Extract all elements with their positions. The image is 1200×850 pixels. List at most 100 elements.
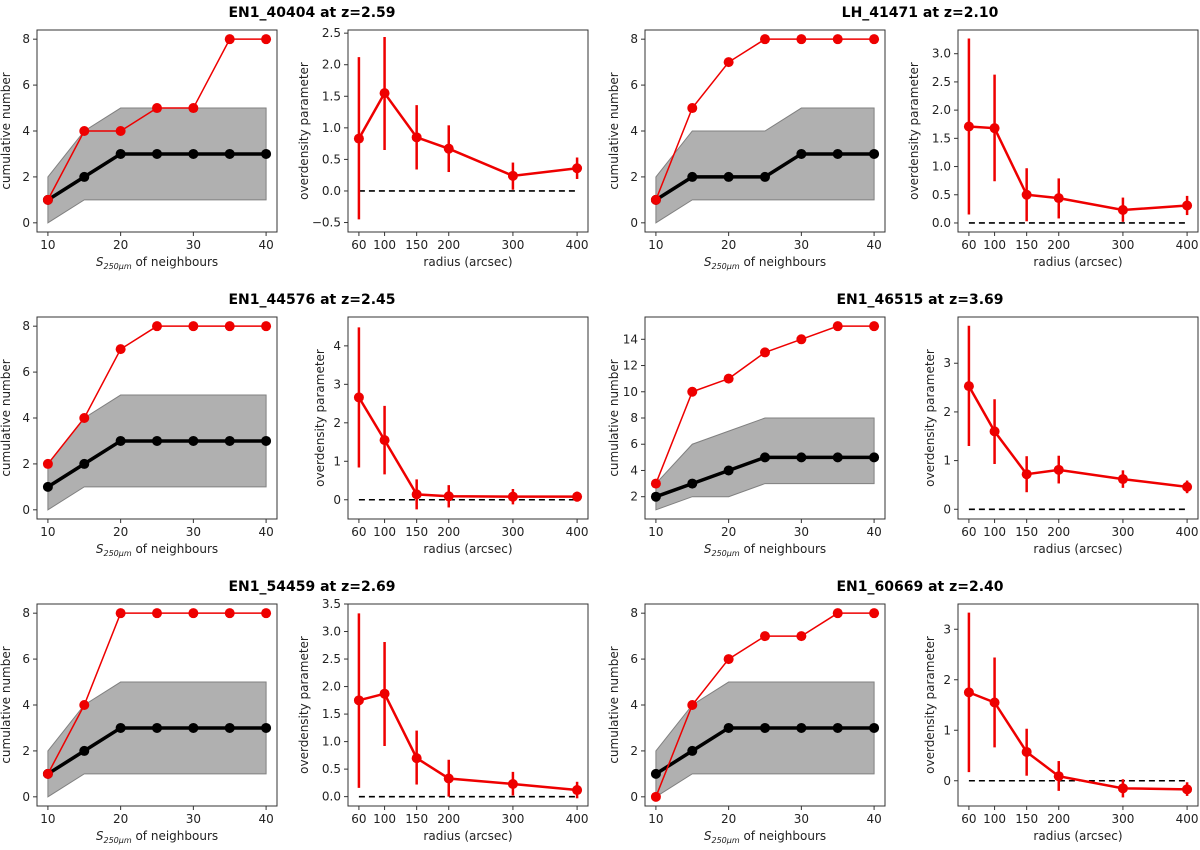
y-tick-label: 0 <box>22 216 30 230</box>
x-tick-label: 20 <box>721 812 736 826</box>
y-tick-label: 10 <box>623 385 638 399</box>
overdensity-point <box>1117 474 1128 485</box>
expected-point <box>224 148 235 159</box>
overdensity-point <box>1021 189 1032 200</box>
y-tick-label: 0 <box>333 493 341 507</box>
overdensity-point <box>1021 469 1032 480</box>
y-axis-label: cumulative number <box>0 359 13 476</box>
cumulative-plot: 10 20 30 40 0 2 4 6 8 S250μm of neighbours cumulat… <box>0 316 278 558</box>
y-tick-label: 3.5 <box>322 597 341 611</box>
x-axis-label-symbol: S <box>704 255 712 269</box>
expected-point <box>115 435 126 446</box>
overdensity-point <box>1053 464 1064 475</box>
x-tick-label: 60 <box>961 525 976 539</box>
x-tick-label: 40 <box>258 238 273 252</box>
x-axis-label-text: of neighbours <box>740 542 827 556</box>
observed-point <box>869 34 880 45</box>
overdensity-point <box>572 163 583 174</box>
x-axis-label-text: of neighbours <box>132 255 219 269</box>
x-axis-label: S250μm of neighbours <box>96 542 218 558</box>
x-axis-label: S250μm of neighbours <box>704 542 826 558</box>
x-tick-label: 60 <box>351 238 366 252</box>
y-tick-label: 6 <box>22 78 30 92</box>
y-tick-label: 1.0 <box>322 121 341 135</box>
axes-frame <box>347 29 589 233</box>
y-tick-label: 2.5 <box>322 26 341 40</box>
y-tick-label: 0 <box>22 790 30 804</box>
x-tick-label: 150 <box>405 238 428 252</box>
expected-point <box>79 171 90 182</box>
cumulative-plot: 10 20 30 40 2 4 6 8 10 12 14 S250μm of neighbours cu… <box>607 316 886 558</box>
y-axis-label: cumulative number <box>607 359 621 476</box>
x-tick-label: 300 <box>1111 525 1134 539</box>
y-tick-label: 2 <box>630 170 638 184</box>
observed-point <box>152 321 162 332</box>
y-tick-label: 8 <box>630 606 638 620</box>
x-tick-label: 10 <box>40 812 55 826</box>
expected-point <box>42 481 53 492</box>
overdensity-point <box>963 381 974 392</box>
observed-point <box>188 321 199 332</box>
cumulative-plot: 10 20 30 40 0 2 4 6 8 S250μm of neighbours cumulat… <box>0 29 278 271</box>
observed-point <box>115 126 126 136</box>
expected-point <box>152 722 162 733</box>
cumulative-plot: 10 20 30 40 0 2 4 6 8 S250μm of neighbours cumulat… <box>0 603 278 845</box>
panel-title: EN1_44576 at z=2.45 <box>228 292 395 308</box>
x-tick-label: 100 <box>983 238 1006 252</box>
observed-point <box>723 57 734 68</box>
x-tick-label: 200 <box>1047 812 1070 826</box>
y-tick-label: 3 <box>333 377 341 391</box>
x-tick-label: 30 <box>794 238 809 252</box>
x-axis-label-subscript: 250μm <box>103 262 131 271</box>
x-axis-label-text: of neighbours <box>132 829 219 843</box>
x-tick-label: 60 <box>351 812 366 826</box>
observed-point <box>650 194 661 205</box>
x-tick-label: 20 <box>113 525 128 539</box>
x-tick-label: 150 <box>1015 812 1038 826</box>
overdensity-point <box>989 123 1000 134</box>
y-tick-label: 0.5 <box>322 762 341 776</box>
y-tick-label: 4 <box>22 698 30 712</box>
observed-point <box>224 608 235 619</box>
expected-point <box>723 722 734 733</box>
y-tick-label: 2 <box>22 457 30 471</box>
x-tick-label: 40 <box>866 525 881 539</box>
panel-title: EN1_46515 at z=3.69 <box>836 292 1003 308</box>
x-tick-label: 400 <box>1176 238 1199 252</box>
overdensity-plot: 60 100 150 200 300 400 0.0 0.5 1.0 1.5 2.0 2.5 3.0 3.… <box>297 597 589 843</box>
confidence-band <box>655 417 875 511</box>
confidence-band <box>47 681 267 798</box>
overdensity-point <box>379 88 390 99</box>
x-axis-label-symbol: S <box>96 255 104 269</box>
x-axis-label-subscript: 250μm <box>711 549 739 558</box>
y-tick-label: 4 <box>333 339 341 353</box>
x-axis-label: S250μm of neighbours <box>704 829 826 845</box>
x-tick-label: 30 <box>794 525 809 539</box>
observed-point <box>79 126 90 136</box>
overdensity-point <box>1117 204 1128 215</box>
observed-point <box>42 458 53 469</box>
overdensity-plot: 60 100 150 200 300 400 0 1 2 3 4 radius (arcsec) ove… <box>313 316 589 556</box>
y-tick-label: 1 <box>943 454 951 468</box>
overdensity-line <box>968 691 1188 791</box>
x-axis-label: S250μm of neighbours <box>96 829 218 845</box>
expected-point <box>687 478 698 489</box>
y-tick-label: 1.5 <box>932 131 951 145</box>
x-axis-label-text: of neighbours <box>740 255 827 269</box>
observed-point <box>796 631 807 642</box>
overdensity-point <box>353 392 364 403</box>
expected-point <box>723 465 734 476</box>
overdensity-point <box>1182 200 1193 211</box>
y-tick-label: 4 <box>22 411 30 425</box>
expected-point <box>224 722 235 733</box>
x-tick-label: 400 <box>1176 812 1199 826</box>
observed-point <box>760 631 770 642</box>
y-axis-label: cumulative number <box>0 72 13 189</box>
overdensity-point <box>443 491 454 502</box>
overdensity-point <box>963 121 974 132</box>
overdensity-point <box>353 133 364 144</box>
